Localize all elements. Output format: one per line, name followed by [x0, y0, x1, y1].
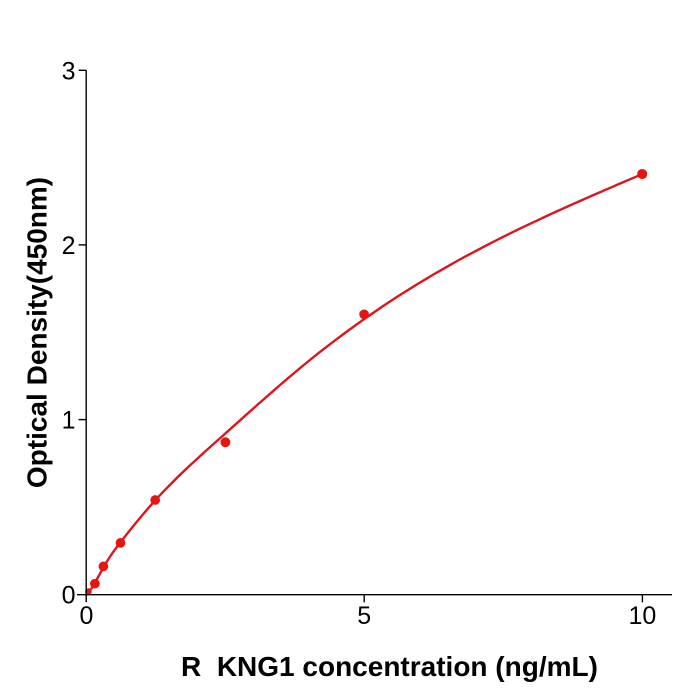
- svg-text:0: 0: [80, 602, 94, 630]
- svg-text:10: 10: [628, 602, 656, 630]
- svg-text:1: 1: [62, 407, 76, 435]
- svg-text:R KNG1 concentration (ng/mL): R KNG1 concentration (ng/mL): [181, 651, 598, 682]
- svg-text:3: 3: [62, 57, 76, 85]
- svg-text:0: 0: [62, 582, 76, 610]
- svg-text:5: 5: [357, 602, 371, 630]
- svg-text:2: 2: [62, 232, 76, 260]
- svg-text:Optical Density(450nm): Optical Density(450nm): [22, 177, 53, 488]
